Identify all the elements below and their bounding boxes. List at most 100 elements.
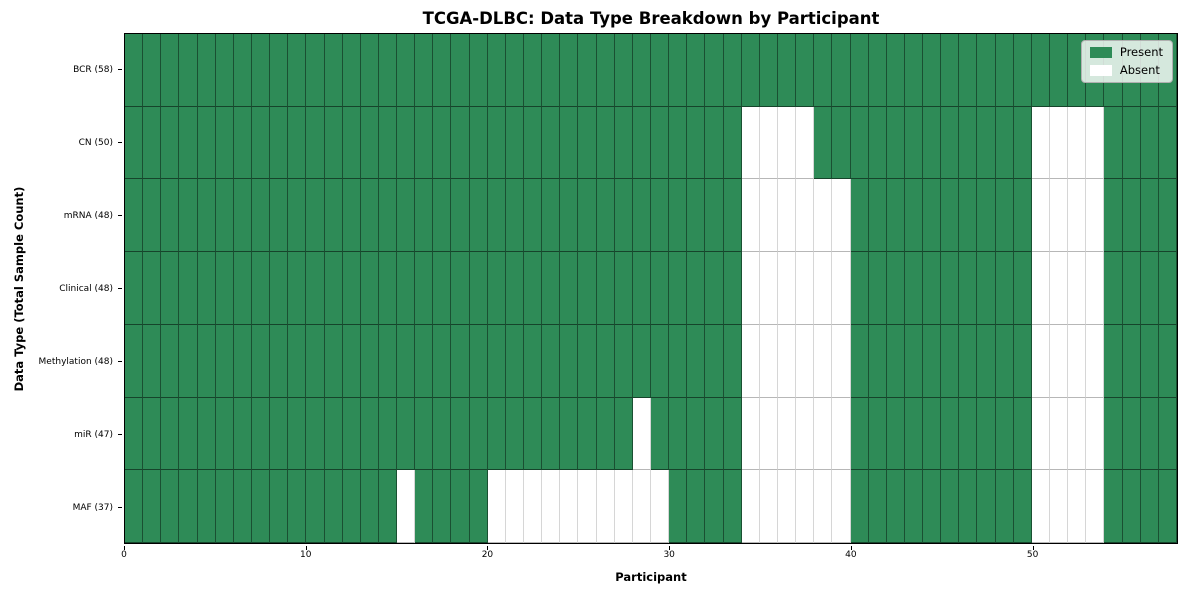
heatmap-cell [378,34,398,107]
heatmap-cell [995,252,1014,325]
heatmap-cell [360,34,379,107]
heatmap-cell [560,397,579,471]
heatmap-cell [1031,252,1051,325]
heatmap-cell [1031,397,1051,471]
heatmap-cell [487,397,506,471]
heatmap-cell [415,324,434,398]
heatmap-cell [705,397,724,471]
heatmap-cell [632,179,651,253]
heatmap-cell [868,252,887,325]
heatmap-cell [886,106,905,180]
heatmap-cell [197,34,216,107]
heatmap-cell [687,397,706,471]
y-tick-label: CN (50) [78,137,113,148]
heatmap-cell [342,470,361,543]
heatmap-cell [469,252,488,325]
y-tick-mark [117,142,122,143]
heatmap-cell [723,179,742,253]
legend-label-present: Present [1119,45,1163,59]
heatmap-cell [524,179,543,253]
heatmap-cell [886,252,905,325]
heatmap-cell [687,470,706,543]
heatmap-cell [324,397,343,471]
heatmap-cell [669,324,688,398]
heatmap-cell [741,397,760,471]
heatmap-cell [197,179,216,253]
heatmap-cell [1050,252,1069,325]
heatmap-cell [288,106,307,180]
heatmap-cell [614,470,633,543]
y-tick-mark [117,288,122,289]
heatmap-cell [904,252,924,325]
heatmap-cell [850,179,869,253]
heatmap-cell [324,34,343,107]
heatmap-cell [850,34,869,107]
heatmap-cell [161,324,180,398]
heatmap-cell [505,324,525,398]
heatmap-cell [197,470,216,543]
heatmap-cell [832,470,851,543]
heatmap-cell [270,470,289,543]
heatmap-cell [614,252,633,325]
heatmap-cell [397,397,416,471]
heatmap-cell [669,252,688,325]
heatmap-cell [578,252,597,325]
heatmap-cell [505,397,525,471]
heatmap-cell [324,179,343,253]
heatmap-cell [941,34,960,107]
heatmap-cell [777,106,797,180]
heatmap-cell [669,470,688,543]
heatmap-cell [342,106,361,180]
heatmap-cell [578,34,597,107]
heatmap-cell [886,179,905,253]
heatmap-cell [324,252,343,325]
heatmap-cell [324,106,343,180]
heatmap-cell [560,106,579,180]
heatmap-cell [451,470,470,543]
heatmap-cell [505,34,525,107]
y-tick-mark [117,507,122,508]
heatmap-cell [705,106,724,180]
heatmap-cell [378,252,398,325]
heatmap-cell [632,34,651,107]
heatmap-cell [397,324,416,398]
heatmap-cell [1158,397,1177,471]
heatmap-cell [904,470,924,543]
heatmap-cell [143,470,162,543]
heatmap-cell [923,252,942,325]
heatmap-cell [923,397,942,471]
legend-item-absent: Absent [1089,64,1163,77]
heatmap-cell [451,179,470,253]
heatmap-cell [814,106,833,180]
heatmap-cell [487,179,506,253]
heatmap-cell [904,34,924,107]
heatmap-cell [1140,106,1159,180]
heatmap-cell [723,470,742,543]
heatmap-cell [360,252,379,325]
heatmap-cell [669,34,688,107]
heatmap-cell [215,470,234,543]
heatmap-cell [415,179,434,253]
y-tick-mark [117,215,122,216]
heatmap-cell [977,470,996,543]
heatmap-cell [651,34,670,107]
heatmap-cell [360,397,379,471]
heatmap-cell [560,252,579,325]
heatmap-cell [1104,252,1123,325]
heatmap-cell [251,470,271,543]
heatmap-cell [578,470,597,543]
heatmap-cell [143,106,162,180]
heatmap-cell [433,397,452,471]
heatmap-cell [886,470,905,543]
heatmap-cell [759,34,778,107]
heatmap-cell [360,179,379,253]
heatmap-cell [977,34,996,107]
heatmap-cell [197,324,216,398]
heatmap-cell [487,106,506,180]
heatmap-cell [1068,106,1087,180]
heatmap-cell [632,397,651,471]
heatmap-cell [705,470,724,543]
heatmap-cell [215,34,234,107]
heatmap-cell [941,470,960,543]
heatmap-cell [1086,106,1105,180]
